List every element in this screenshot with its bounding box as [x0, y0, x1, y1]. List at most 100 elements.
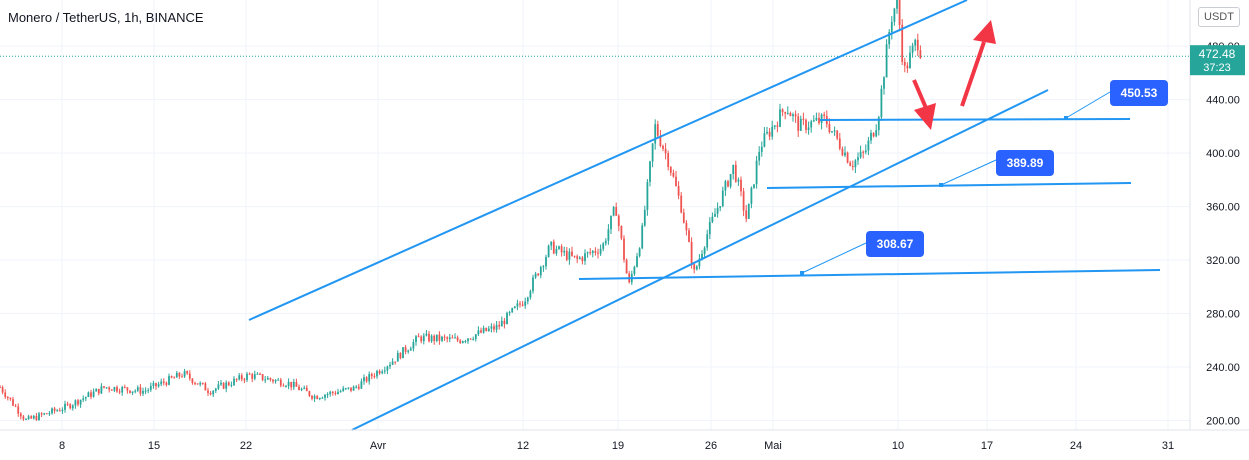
candle-body — [568, 251, 571, 260]
time-tick-label: 24 — [1070, 440, 1082, 452]
candle-body — [287, 381, 290, 386]
candle-body — [768, 131, 771, 137]
time-tick-label: 22 — [240, 440, 252, 452]
candle-body — [719, 206, 722, 208]
price-label-box — [1110, 80, 1168, 106]
price-label[interactable]: 389.89 — [996, 150, 1054, 176]
candle-body — [617, 215, 620, 226]
currency-button[interactable]: USDT — [1198, 7, 1240, 27]
candle-body — [238, 375, 241, 380]
candle-body — [204, 383, 207, 391]
candle-body — [38, 413, 40, 421]
candle-body — [451, 337, 454, 339]
candle-body — [199, 382, 202, 385]
candle-body — [664, 148, 667, 154]
candle-body — [563, 250, 566, 253]
candle-body — [209, 392, 212, 395]
candle-body — [337, 391, 339, 395]
candle-body — [734, 164, 737, 182]
candle-body — [776, 125, 779, 127]
candle-body — [789, 112, 792, 117]
candle-body — [607, 229, 610, 241]
candle-body — [188, 373, 191, 379]
candle-body — [810, 121, 813, 128]
price-label[interactable]: 308.67 — [866, 231, 924, 257]
candle-body — [477, 330, 480, 335]
candle-body — [285, 385, 287, 387]
candle-body — [693, 264, 696, 270]
candle-body — [888, 32, 891, 45]
price-label-box — [996, 150, 1054, 176]
candle-body — [862, 151, 865, 153]
candle-body — [654, 124, 657, 144]
candle-body — [329, 391, 332, 395]
candle-body — [155, 383, 157, 387]
candle-body — [911, 45, 914, 53]
candle-body — [225, 382, 228, 389]
candle-body — [365, 377, 368, 382]
candle-body — [157, 384, 160, 387]
candle-body — [139, 387, 142, 394]
price-label[interactable]: 450.53 — [1110, 80, 1168, 106]
candle-body — [573, 255, 576, 257]
candle-body — [794, 114, 797, 117]
candle-body — [511, 308, 514, 313]
price-tick-label: 440.00 — [1206, 95, 1240, 107]
candle-body — [30, 416, 33, 419]
time-axis[interactable]: 8 15 22 Avr 12 19 26 Mai 10 17 24 31 — [0, 429, 1249, 452]
price-tick-label: 280.00 — [1206, 309, 1240, 321]
candle-body — [61, 409, 64, 412]
candle-body — [360, 381, 363, 389]
candle-body — [142, 390, 144, 394]
candle-body — [144, 390, 147, 392]
candle-body — [196, 383, 199, 385]
candle-body — [802, 118, 805, 120]
candle-body — [272, 379, 274, 382]
candle-body — [464, 341, 467, 343]
candle-body — [893, 8, 896, 22]
anchor-point — [1064, 116, 1068, 120]
candle-body — [760, 146, 763, 152]
candle-body — [480, 330, 482, 333]
candle-body — [901, 24, 904, 62]
candle-body — [402, 347, 404, 359]
candle-body — [469, 338, 472, 340]
candle-body — [703, 247, 706, 255]
candle-body — [534, 273, 537, 278]
candle-body — [667, 153, 670, 168]
candle-body — [638, 248, 641, 257]
candle-body — [412, 342, 415, 349]
candle-body — [417, 336, 420, 338]
candle-body — [342, 388, 345, 392]
candle-body — [779, 109, 781, 127]
candle-body — [675, 176, 677, 187]
candle-body — [797, 116, 800, 131]
candle-body — [334, 392, 337, 395]
candle-body — [292, 381, 295, 388]
candle-body — [58, 410, 61, 412]
price-tick-label: 360.00 — [1206, 202, 1240, 214]
candle-body — [321, 397, 324, 399]
candle-body — [838, 138, 841, 149]
candle-body — [906, 65, 909, 69]
level-line-389 — [766, 182, 1132, 189]
candle-body — [147, 389, 150, 391]
candle-body — [396, 352, 399, 362]
candle-body — [318, 398, 321, 400]
candle-body — [646, 181, 649, 210]
candle-body — [472, 339, 475, 341]
candle-body — [27, 416, 30, 420]
time-tick-label: Avr — [370, 440, 387, 452]
candle-body — [220, 382, 222, 385]
candle-body — [552, 241, 555, 254]
candle-body — [750, 187, 753, 204]
drawing-layer[interactable]: 450.53 389.89 308.67 — [248, 0, 1168, 431]
candle-body — [386, 366, 389, 371]
channel-upper-line — [248, 0, 968, 321]
candle-body — [326, 394, 329, 396]
candle-body — [248, 373, 251, 375]
candle-body — [90, 392, 92, 397]
candle-body — [168, 376, 170, 385]
price-badge-value: 472.48 — [1199, 47, 1236, 61]
